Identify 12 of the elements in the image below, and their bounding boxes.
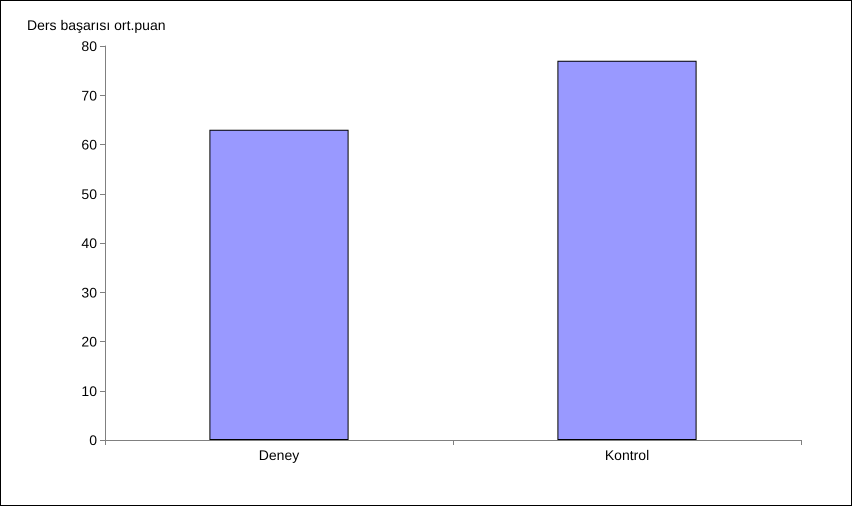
y-tick-label: 30 [81,284,98,300]
y-tick-label: 70 [81,87,98,104]
y-tick-label: 50 [81,186,98,202]
y-axis-title: Ders başarısı ort.puan [27,17,166,33]
y-tick-label: 0 [89,432,98,448]
x-tick-label: Deney [258,447,300,463]
x-tick-label: Kontrol [604,447,650,463]
y-tick-label: 80 [81,38,98,54]
y-tick-label: 20 [81,334,98,350]
y-tick-label: 40 [81,235,98,251]
y-tick-label: 10 [81,382,98,399]
y-tick-label: 60 [81,136,98,152]
